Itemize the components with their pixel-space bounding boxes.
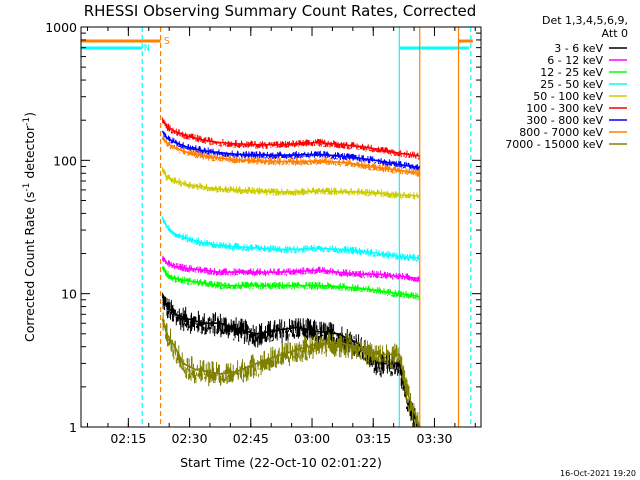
plot-frame [80,26,482,428]
series-noise [162,266,420,300]
series-lines [161,117,421,428]
generation-timestamp: 16-Oct-2021 19:20 [560,469,636,478]
series-noise [162,134,420,177]
x-tick-label: 02:45 [233,431,269,446]
legend-header-line1: Det 1,3,4,5,6,9, [542,14,628,27]
series-6 [161,130,420,172]
y-axis-label-end: ) [22,112,37,117]
legend-header-line2: Att 0 [602,27,628,40]
flag-bars: SN [81,36,473,54]
series-noise [162,257,420,283]
x-axis-label: Start Time (22-Oct-10 02:01:22) [180,455,382,470]
legend-entry-label: 3 - 6 keV [554,42,603,55]
series-line [161,119,420,157]
series-2 [161,266,420,300]
series-3 [161,216,420,262]
x-tick-label: 03:00 [294,431,330,446]
y-tick-label: 1 [69,420,77,435]
x-tick-label: 03:30 [416,431,452,446]
series-5 [161,117,420,160]
legend-entry-label: 25 - 50 keV [540,78,603,91]
chart-title: RHESSI Observing Summary Count Rates, Co… [84,2,477,20]
legend-entry-label: 300 - 800 keV [526,114,603,127]
saa-flag-label: S [164,36,170,47]
y-tick-label: 10 [61,287,77,302]
legend-entry-label: 800 - 7000 keV [519,126,603,139]
x-tick-label: 03:15 [355,431,391,446]
y-axis-ticks: 1 10 100 1000 [45,20,481,435]
y-axis-label-mid: detector [22,125,37,183]
y-tick-label: 1000 [45,20,77,35]
legend-entry-label: 50 - 100 keV [533,90,603,103]
series-4 [161,167,420,200]
x-tick-label: 02:30 [172,431,208,446]
series-noise [162,130,420,172]
y-tick-label: 100 [53,153,77,168]
legend-entry-label: 12 - 25 keV [540,66,603,79]
series-7 [161,134,420,177]
y-axis-label-sup1: -1 [22,183,32,192]
x-tick-label: 02:15 [110,431,146,446]
legend-entry-label: 100 - 300 keV [526,102,603,115]
legend-entry-label: 6 - 12 keV [547,54,603,67]
series-1 [161,256,420,283]
series-8 [161,312,421,428]
night-flag-label: N [144,43,150,54]
y-axis-label: Corrected Count Rate (s-1 detector-1) [22,112,37,342]
series-noise [162,117,420,160]
legend-entry-label: 7000 - 15000 keV [505,138,603,151]
series-noise [162,167,420,200]
x-axis-ticks: 02:15 02:30 02:45 03:00 03:15 03:30 [87,27,476,446]
series-noise [162,312,420,427]
series-noise [162,216,420,262]
y-axis-label-base: Corrected Count Rate (s [22,192,37,342]
y-axis-label-sup2: -1 [22,117,32,126]
